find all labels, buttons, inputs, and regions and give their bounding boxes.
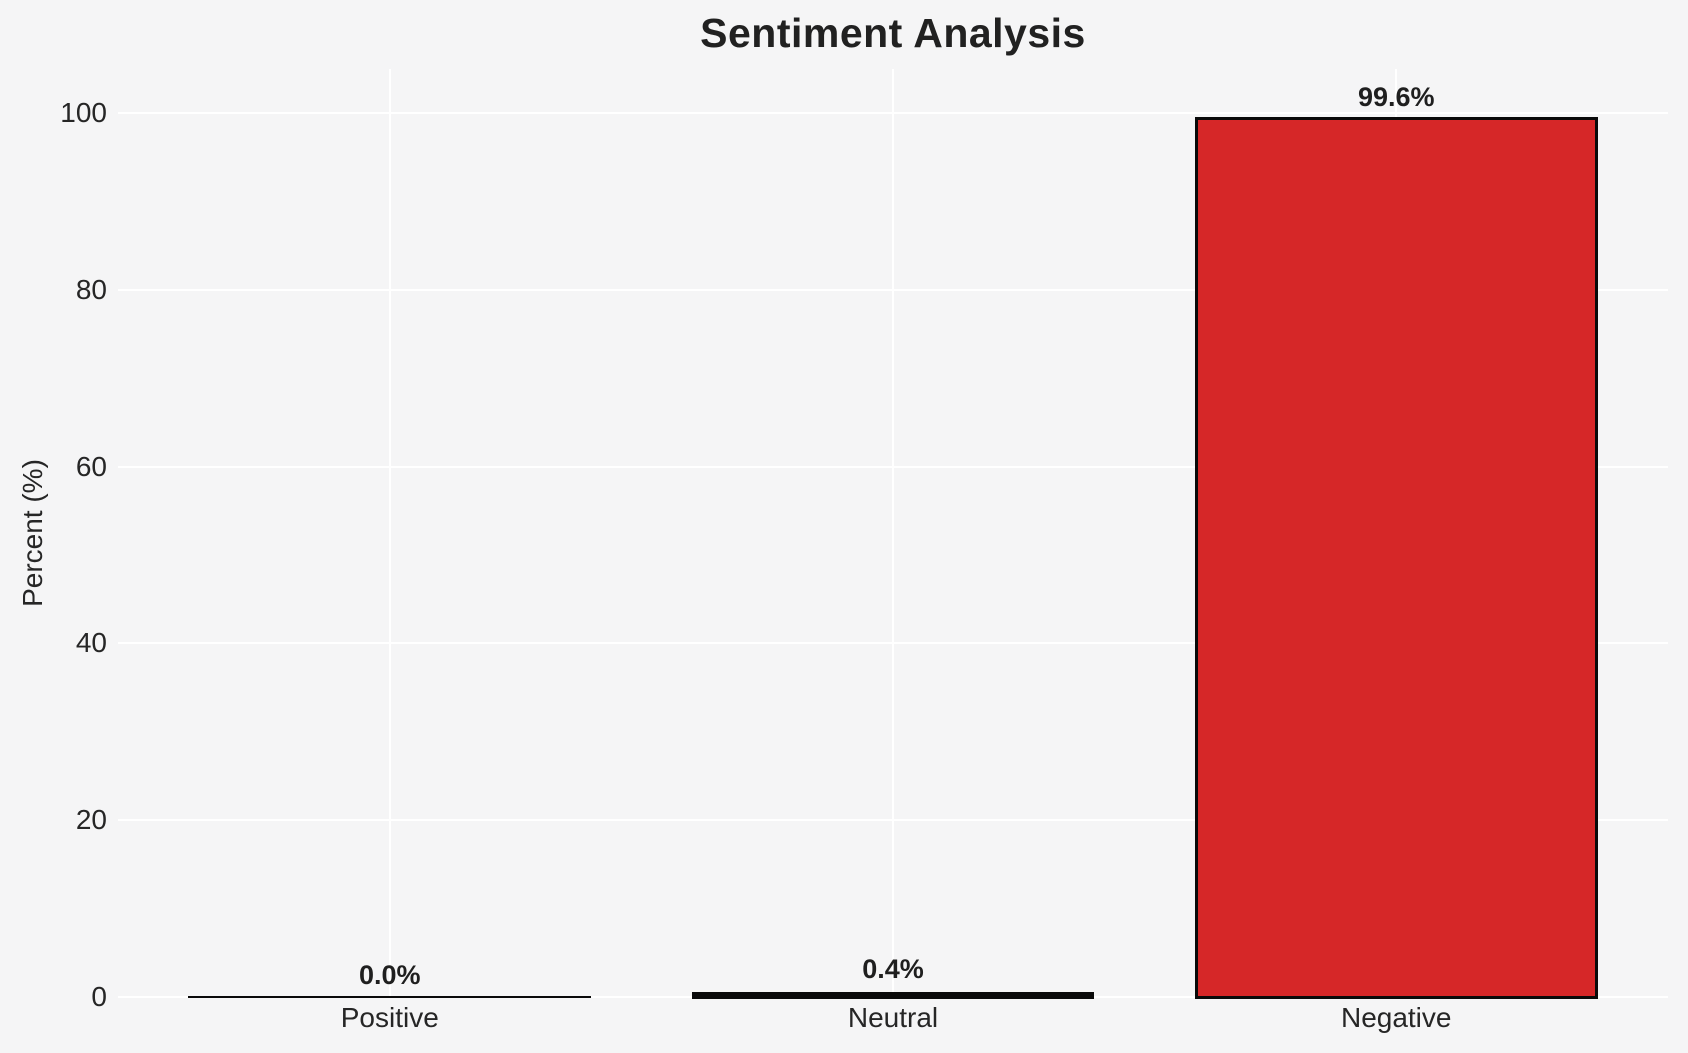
bar-positive — [188, 995, 592, 998]
y-tick-label: 40 — [75, 627, 107, 659]
bar-value-label: 0.4% — [862, 953, 924, 984]
bar-negative — [1194, 116, 1598, 999]
bar-neutral — [691, 991, 1095, 999]
bar-value-label: 99.6% — [1357, 81, 1435, 112]
y-tick-label: 20 — [75, 804, 107, 836]
bar-value-label: 0.0% — [358, 960, 421, 990]
chart-title: Sentiment Analysis — [700, 10, 1086, 56]
y-axis-label: Percent (%) — [17, 459, 48, 607]
y-tick-label: 80 — [75, 273, 107, 305]
y-tick-label: 0 — [91, 981, 107, 1012]
x-tick-label-neutral: Neutral — [847, 1002, 939, 1033]
y-tick-label: 60 — [75, 450, 107, 482]
x-gridline — [892, 69, 894, 997]
x-tick-label-negative: Negative — [1340, 1002, 1452, 1033]
y-tick-label: 100 — [60, 97, 107, 129]
x-tick-label-positive: Positive — [340, 1002, 439, 1033]
plot-area — [118, 69, 1668, 999]
x-gridline — [388, 69, 391, 997]
